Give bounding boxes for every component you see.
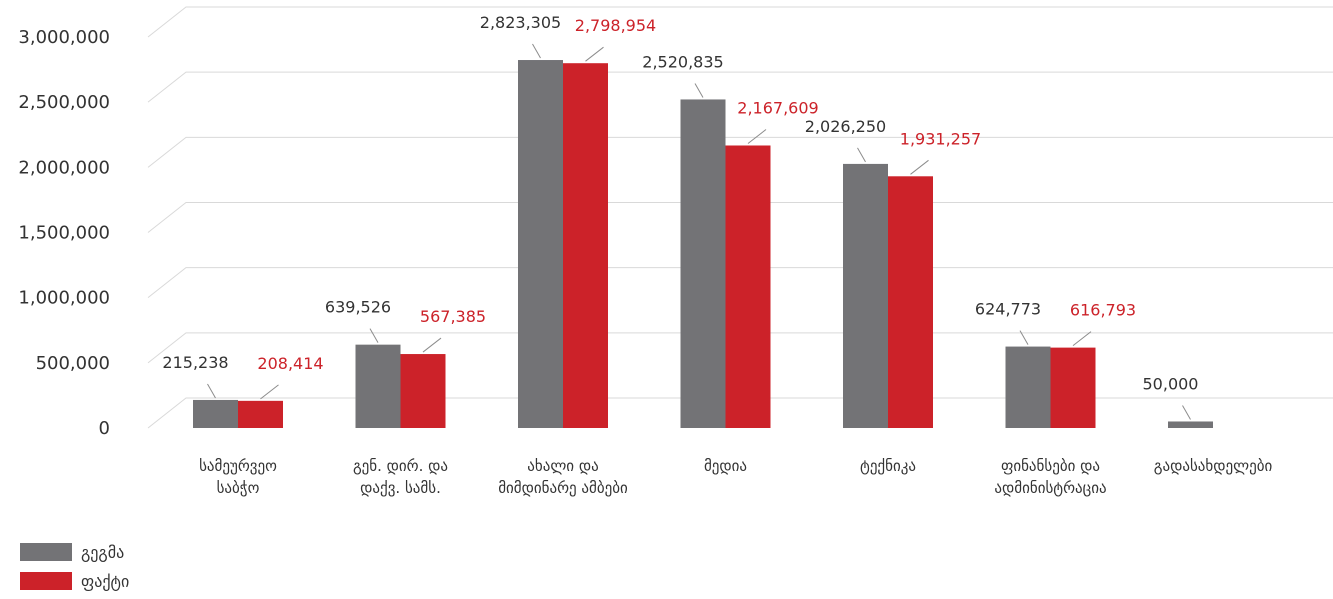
x-category-label: გენ. დირ. და <box>353 457 448 475</box>
bar-plan <box>193 399 238 428</box>
data-label-leader <box>910 159 929 175</box>
gridline <box>147 202 1333 233</box>
data-label-plan: 2,026,250 <box>805 117 886 136</box>
data-label-leader <box>369 328 379 343</box>
bar-plan <box>843 163 888 428</box>
bar-plan <box>518 60 563 429</box>
x-category-label: მიმდინარე ამბები <box>498 479 628 497</box>
x-category-label: დაქვ. სამს. <box>360 479 441 497</box>
data-label-plan: 50,000 <box>1143 374 1199 393</box>
legend-label-plan: გეგმა <box>81 542 125 562</box>
gridline <box>147 267 1333 299</box>
data-label-plan: 2,823,305 <box>480 13 561 32</box>
y-tick-label: 2,500,000 <box>18 92 110 113</box>
gridline <box>147 397 1333 429</box>
legend-item-plan: გეგმა <box>20 540 129 564</box>
bar-actual <box>1050 347 1096 428</box>
gridline <box>147 6 1333 38</box>
data-label-leader <box>422 337 442 353</box>
x-category-label: ფინანსები და <box>1001 457 1100 475</box>
bar-actual <box>400 354 446 428</box>
x-category-label: მედია <box>704 457 747 475</box>
data-label-leader <box>1019 330 1029 345</box>
legend-label-actual: ფაქტი <box>81 571 130 591</box>
y-tick-label: 3,000,000 <box>18 27 110 48</box>
data-label-actual: 1,931,257 <box>900 129 981 148</box>
x-category-label: ახალი და <box>527 457 598 475</box>
gridline <box>147 332 1333 364</box>
data-label-plan: 2,520,835 <box>642 52 723 71</box>
data-label-actual: 2,167,609 <box>737 98 818 117</box>
bar-plan <box>1005 346 1051 428</box>
data-label-leader <box>532 43 541 59</box>
legend-swatch-plan <box>20 543 72 561</box>
y-tick-label: 1,500,000 <box>18 223 110 244</box>
bar-actual <box>238 400 283 428</box>
data-label-leader <box>260 384 279 400</box>
data-label-leader <box>207 383 216 399</box>
data-label-actual: 567,385 <box>420 307 486 326</box>
chart-legend: გეგმა ფაქტი <box>20 540 129 598</box>
data-label-plan: 624,773 <box>975 300 1041 319</box>
data-label-plan: 215,238 <box>162 353 228 372</box>
y-tick-label: 2,000,000 <box>18 157 110 178</box>
data-label-plan: 639,526 <box>325 298 391 317</box>
gridline <box>147 136 1333 168</box>
bar-actual <box>725 145 771 429</box>
x-category-label: საბჭო <box>217 479 260 497</box>
x-category-label: სამეურვეო <box>199 457 277 475</box>
legend-item-actual: ფაქტი <box>20 569 129 593</box>
data-label-leader <box>694 83 704 98</box>
y-tick-label: 0 <box>99 418 110 439</box>
x-category-label: ადმინისტრაცია <box>994 479 1106 497</box>
y-tick-label: 500,000 <box>36 353 110 374</box>
data-label-leader <box>1182 405 1191 420</box>
gridline <box>147 71 1333 103</box>
x-category-label: გადასახდელები <box>1154 457 1273 475</box>
data-label-leader <box>747 129 767 144</box>
x-category-label: ტექნიკა <box>860 457 916 475</box>
data-label-actual: 616,793 <box>1070 301 1136 320</box>
data-label-leader <box>585 46 604 62</box>
bar-actual <box>563 63 608 428</box>
data-label-actual: 208,414 <box>257 354 323 373</box>
bar-plan <box>355 344 401 428</box>
budget-bar-chart: 0 500,000 1,000,000 1,500,000 2,000,000 2,500… <box>18 6 1333 497</box>
legend-swatch-actual <box>20 572 72 590</box>
bar-plan <box>1168 421 1213 428</box>
bar-plan <box>680 99 726 428</box>
y-tick-label: 1,000,000 <box>18 288 110 309</box>
data-label-leader <box>857 147 866 163</box>
data-label-actual: 2,798,954 <box>575 16 656 35</box>
bar-actual <box>888 176 933 428</box>
data-label-leader <box>1072 331 1092 347</box>
